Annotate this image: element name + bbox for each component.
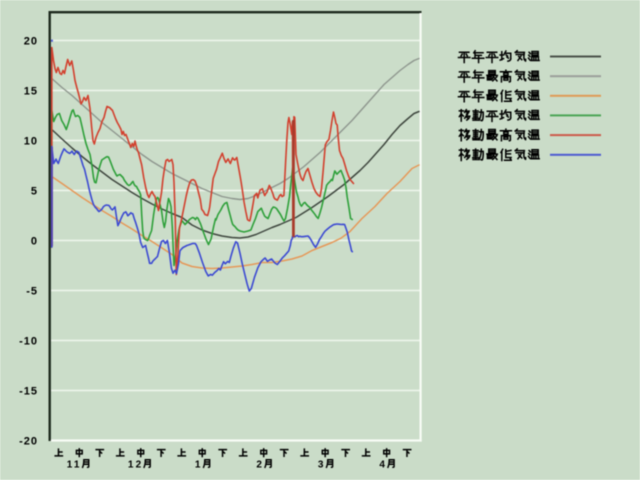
svg-text:-5: -5 xyxy=(26,286,38,298)
svg-text:12: 12 xyxy=(128,460,144,471)
svg-text:-20: -20 xyxy=(19,436,38,448)
svg-text:2: 2 xyxy=(256,460,262,471)
svg-text:1: 1 xyxy=(195,460,201,471)
svg-text:-10: -10 xyxy=(19,336,38,348)
svg-text:3: 3 xyxy=(318,460,324,471)
svg-text:4: 4 xyxy=(379,460,385,471)
svg-text:20: 20 xyxy=(24,36,38,48)
svg-text:0: 0 xyxy=(31,236,38,248)
svg-text:5: 5 xyxy=(31,186,38,198)
svg-text:15: 15 xyxy=(24,86,38,98)
svg-text:10: 10 xyxy=(24,136,38,148)
svg-text:11: 11 xyxy=(67,460,82,471)
svg-text:-15: -15 xyxy=(19,386,38,398)
